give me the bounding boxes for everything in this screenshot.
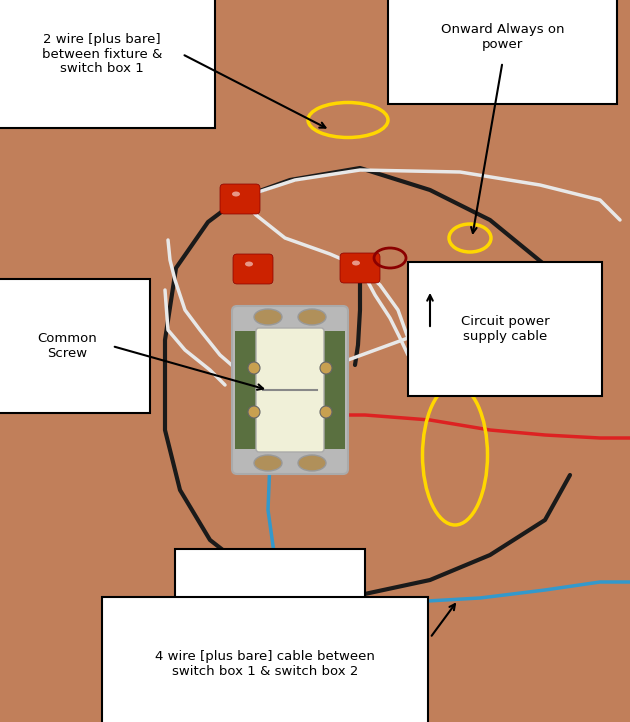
Text: Circuit power
supply cable: Circuit power supply cable bbox=[461, 315, 549, 343]
FancyBboxPatch shape bbox=[220, 184, 260, 214]
Ellipse shape bbox=[298, 309, 326, 325]
FancyBboxPatch shape bbox=[256, 328, 324, 452]
Ellipse shape bbox=[245, 261, 253, 266]
Ellipse shape bbox=[254, 309, 282, 325]
Text: Onward Always on
power: Onward Always on power bbox=[441, 23, 564, 51]
Text: 4 wire [plus bare] cable between
switch box 1 & switch box 2: 4 wire [plus bare] cable between switch … bbox=[155, 650, 375, 678]
Ellipse shape bbox=[422, 284, 430, 289]
FancyBboxPatch shape bbox=[233, 254, 273, 284]
Bar bbox=[323, 331, 345, 449]
Ellipse shape bbox=[105, 383, 113, 388]
FancyBboxPatch shape bbox=[93, 376, 133, 406]
Text: Switch box 1: Switch box 1 bbox=[227, 601, 312, 614]
Text: Common
Screw: Common Screw bbox=[37, 332, 97, 360]
Circle shape bbox=[320, 406, 332, 418]
FancyBboxPatch shape bbox=[410, 276, 450, 306]
Circle shape bbox=[248, 406, 260, 418]
Ellipse shape bbox=[352, 261, 360, 266]
Ellipse shape bbox=[298, 455, 326, 471]
Ellipse shape bbox=[232, 191, 240, 196]
FancyBboxPatch shape bbox=[232, 306, 348, 474]
Ellipse shape bbox=[254, 455, 282, 471]
Text: 2 wire [plus bare]
between fixture &
switch box 1: 2 wire [plus bare] between fixture & swi… bbox=[42, 32, 162, 76]
FancyBboxPatch shape bbox=[340, 253, 380, 283]
Circle shape bbox=[248, 362, 260, 374]
Bar bbox=[235, 331, 257, 449]
Circle shape bbox=[320, 362, 332, 374]
